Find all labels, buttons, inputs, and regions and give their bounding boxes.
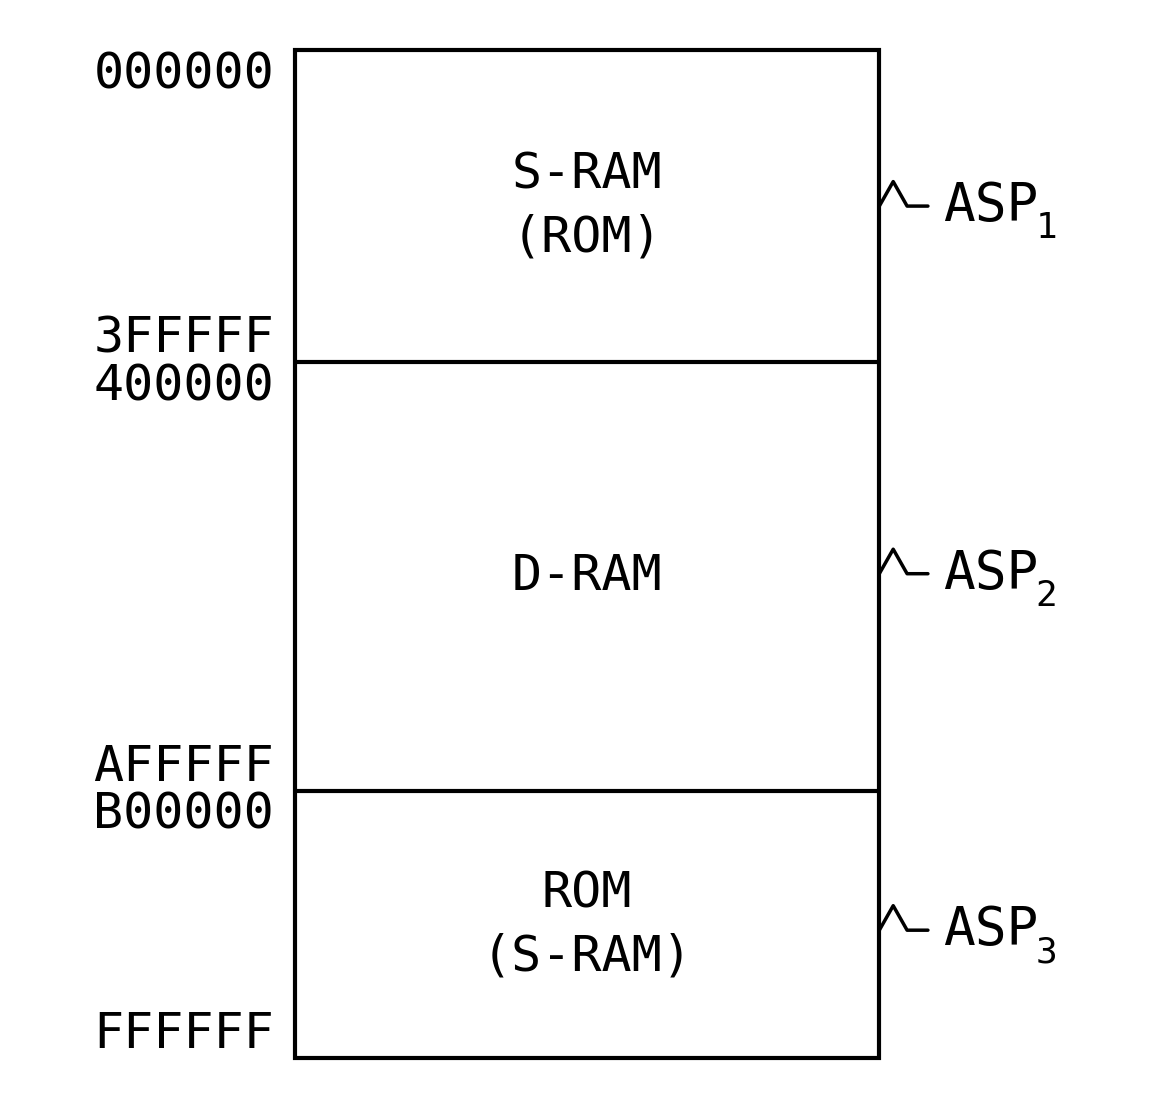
Text: ASP: ASP bbox=[943, 180, 1038, 232]
Text: B00000: B00000 bbox=[94, 791, 274, 839]
Text: D-RAM: D-RAM bbox=[511, 553, 663, 600]
Text: 000000: 000000 bbox=[94, 50, 274, 98]
Text: AFFFFF: AFFFFF bbox=[94, 743, 274, 791]
Text: ASP: ASP bbox=[943, 548, 1038, 599]
Text: 400000: 400000 bbox=[94, 362, 274, 410]
Text: 3FFFFF: 3FFFFF bbox=[94, 314, 274, 362]
Text: ROM
(S-RAM): ROM (S-RAM) bbox=[481, 869, 693, 980]
Text: FFFFFF: FFFFFF bbox=[94, 1010, 274, 1058]
Text: 3: 3 bbox=[1036, 936, 1057, 969]
Text: 1: 1 bbox=[1036, 212, 1057, 245]
Bar bbox=[295, 50, 879, 1058]
Text: ASP: ASP bbox=[943, 905, 1038, 956]
Text: 2: 2 bbox=[1036, 579, 1057, 613]
Text: S-RAM
(ROM): S-RAM (ROM) bbox=[511, 150, 663, 262]
